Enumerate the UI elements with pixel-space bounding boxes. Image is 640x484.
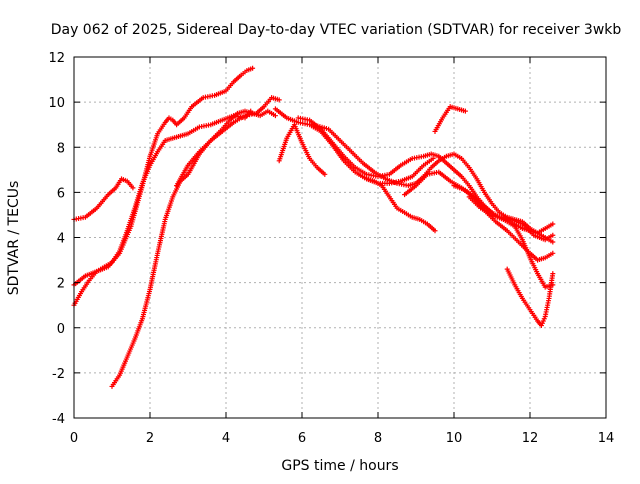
x-tick-label: 2 <box>146 431 154 446</box>
series-track-9 <box>310 122 556 236</box>
y-tick-label: 12 <box>48 51 65 66</box>
series-track-3 <box>71 65 256 288</box>
y-tick-label: 8 <box>57 141 65 156</box>
data-point <box>272 113 278 119</box>
y-tick-label: 6 <box>57 186 65 201</box>
series-track-12 <box>432 104 468 134</box>
x-axis-label: GPS time / hours <box>281 458 398 474</box>
series-track-14 <box>504 266 556 328</box>
series-track-1 <box>71 176 136 222</box>
data-point <box>130 185 136 191</box>
x-tick-label: 0 <box>70 431 78 446</box>
y-tick-label: -2 <box>52 367 65 382</box>
series-track-10 <box>356 171 438 234</box>
series-track-15 <box>451 183 556 243</box>
data-point <box>322 171 328 177</box>
series-track-6 <box>276 122 328 177</box>
tick-layer: -4 -2 0 2 4 6 8 10 12 0 2 4 6 8 10 12 14 <box>48 51 614 446</box>
x-tick-label: 14 <box>598 431 615 446</box>
data-point <box>250 65 256 71</box>
y-tick-label: 4 <box>57 232 65 247</box>
x-tick-label: 12 <box>522 431 539 446</box>
data-point <box>432 228 438 234</box>
y-tick-label: 10 <box>48 96 65 111</box>
y-tick-label: 0 <box>57 322 65 337</box>
y-axis-label: SDTVAR / TECUs <box>6 181 22 296</box>
data-point <box>550 221 556 227</box>
series-track-13 <box>466 194 556 290</box>
data-layer <box>71 65 556 389</box>
grid-layer <box>74 57 606 418</box>
data-point <box>550 232 556 238</box>
data-point <box>462 108 468 114</box>
series-track-4 <box>109 108 278 389</box>
chart-title: Day 062 of 2025, Sidereal Day-to-day VTE… <box>51 22 622 38</box>
x-tick-label: 10 <box>446 431 463 446</box>
x-tick-label: 6 <box>298 431 306 446</box>
data-point <box>550 239 556 245</box>
data-point <box>276 97 282 103</box>
data-point <box>550 250 556 256</box>
x-tick-label: 8 <box>374 431 382 446</box>
x-tick-label: 4 <box>222 431 230 446</box>
data-point <box>550 271 556 277</box>
y-tick-label: -4 <box>52 412 65 427</box>
series-track-5 <box>174 95 282 189</box>
y-tick-label: 2 <box>57 277 65 292</box>
